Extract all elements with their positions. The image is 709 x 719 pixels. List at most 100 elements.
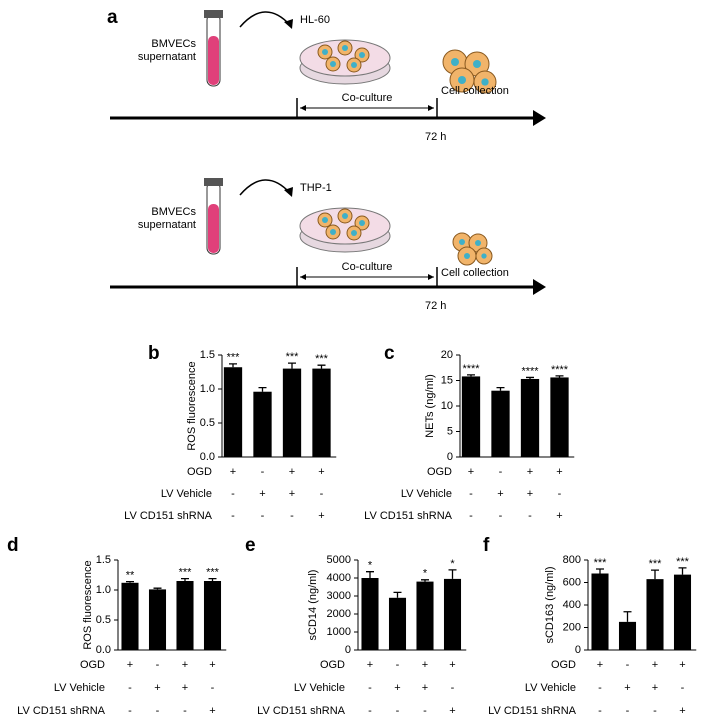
bar — [550, 377, 569, 457]
condition-sign: - — [211, 682, 215, 694]
significance: * — [423, 568, 428, 580]
cell-line: THP-1 — [300, 182, 332, 194]
significance: * — [368, 560, 373, 572]
condition-name: OGD — [551, 659, 576, 671]
condition-name: LV CD151 shRNA — [488, 705, 576, 717]
bar — [461, 376, 481, 457]
significance: *** — [676, 556, 690, 568]
error-bar — [317, 364, 326, 369]
significance: *** — [179, 567, 193, 579]
bar — [618, 621, 637, 650]
bar — [443, 578, 462, 650]
bar — [646, 579, 664, 650]
condition-sign: - — [368, 682, 372, 694]
y-axis-title: sCD14 (ng/ml) — [307, 570, 319, 641]
y-tick-label: 0 — [575, 644, 581, 656]
nucleus — [451, 58, 459, 66]
bar — [223, 367, 243, 457]
significance: * — [450, 558, 455, 570]
significance: *** — [649, 558, 663, 570]
error-bar — [448, 569, 457, 579]
y-tick-label: 3000 — [327, 590, 351, 602]
error-bar — [496, 386, 505, 391]
condition-sign: - — [290, 510, 294, 522]
condition-sign: + — [259, 488, 265, 500]
condition-sign: - — [183, 705, 187, 717]
condition-sign: + — [527, 488, 533, 500]
y-tick-label: 0 — [345, 644, 351, 656]
nucleus — [458, 76, 466, 84]
y-tick-label: 5000 — [327, 554, 351, 566]
condition-sign: - — [156, 705, 160, 717]
error-bar — [678, 567, 687, 575]
condition-name: LV Vehicle — [161, 488, 212, 500]
condition-sign: + — [154, 682, 160, 694]
condition-sign: + — [230, 466, 236, 478]
condition-sign: + — [652, 659, 658, 671]
condition-name: LV CD151 shRNA — [124, 510, 212, 522]
error-bar — [229, 363, 237, 368]
condition-sign: - — [423, 705, 427, 717]
tube-cap — [204, 178, 223, 186]
arrow-head — [284, 19, 293, 29]
significance: *** — [594, 557, 608, 569]
bar — [416, 581, 434, 650]
significance: **** — [551, 364, 569, 376]
nucleus — [322, 49, 328, 55]
condition-sign: + — [556, 510, 562, 522]
condition-sign: + — [449, 659, 455, 671]
condition-sign: + — [556, 466, 562, 478]
nucleus — [481, 78, 489, 86]
y-tick-label: 2000 — [327, 608, 351, 620]
endpoint-label: Cell collection — [441, 85, 509, 97]
error-bar — [555, 375, 564, 378]
condition-sign: - — [598, 705, 602, 717]
tube-liquid — [208, 36, 219, 85]
tube-cap — [204, 10, 223, 18]
condition-sign: - — [451, 682, 455, 694]
condition-sign: - — [499, 510, 503, 522]
error-bar — [651, 569, 659, 580]
y-tick-label: 600 — [563, 576, 581, 588]
y-tick-label: 0.0 — [200, 451, 215, 463]
condition-sign: - — [261, 466, 265, 478]
condition-sign: + — [679, 659, 685, 671]
y-tick-label: 0.5 — [200, 417, 215, 429]
condition-sign: - — [469, 488, 473, 500]
bar — [520, 378, 540, 457]
condition-sign: + — [527, 466, 533, 478]
pour-arrow — [239, 11, 291, 28]
bar — [388, 597, 407, 650]
error-bar — [153, 587, 162, 590]
nucleus — [342, 213, 348, 219]
condition-sign: + — [422, 659, 428, 671]
y-tick-label: 20 — [441, 349, 453, 361]
y-tick-label: 1.5 — [96, 554, 111, 566]
condition-sign: + — [449, 705, 455, 717]
nucleus — [342, 45, 348, 51]
condition-name: LV CD151 shRNA — [364, 510, 452, 522]
nucleus — [359, 52, 365, 58]
condition-name: LV Vehicle — [294, 682, 345, 694]
nucleus — [322, 217, 328, 223]
interval-label: Co-culture — [342, 92, 393, 104]
condition-sign: - — [499, 466, 503, 478]
condition-sign: - — [598, 682, 602, 694]
bar — [491, 390, 510, 457]
condition-sign: + — [367, 659, 373, 671]
error-bar — [467, 374, 475, 377]
nucleus — [359, 220, 365, 226]
y-tick-label: 0 — [447, 451, 453, 463]
nucleus — [473, 60, 481, 68]
y-tick-label: 400 — [563, 599, 581, 611]
nucleus — [351, 62, 357, 68]
panel-label: c — [384, 343, 395, 364]
condition-name: LV Vehicle — [401, 488, 452, 500]
condition-sign: + — [422, 682, 428, 694]
y-tick-label: 0.5 — [96, 614, 111, 626]
pour-arrow — [239, 179, 291, 196]
condition-sign: + — [182, 659, 188, 671]
error-bar — [126, 580, 134, 583]
y-tick-label: 4000 — [327, 572, 351, 584]
condition-sign: - — [128, 682, 132, 694]
